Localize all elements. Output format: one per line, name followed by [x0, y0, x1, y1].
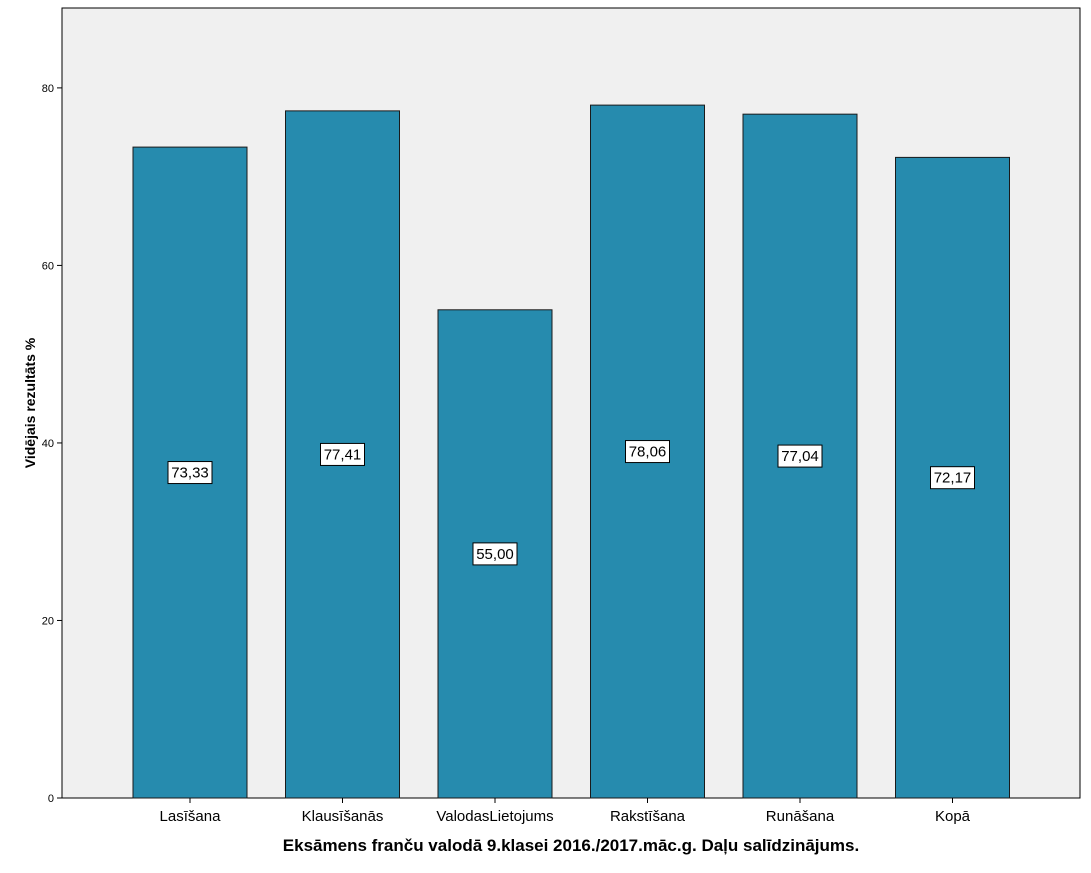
bars: 73,33 77,41 55,00 78,06 77,04 72,17	[132, 104, 1010, 799]
data-label-box-0	[167, 461, 213, 485]
x-axis: Lasīšana Klausīšanās ValodasLietojums Rakst…	[160, 798, 971, 825]
category-label-5: Kopā	[935, 808, 971, 825]
data-label-1: 77,41	[324, 446, 362, 463]
data-label-0: 73,33	[171, 465, 209, 482]
category-label-3: Rakstīšana	[610, 808, 686, 825]
category-label-4: Runāšana	[766, 808, 835, 825]
data-label-box-4	[777, 444, 823, 468]
data-label-5: 72,17	[934, 470, 972, 487]
data-label-box-3	[625, 440, 670, 464]
category-label-1: Klausīšanās	[302, 808, 384, 825]
y-tick-label-3: 60	[42, 260, 54, 272]
category-label-0: Lasīšana	[160, 808, 222, 825]
data-label-3: 78,06	[629, 444, 667, 461]
y-axis-title: Vidējais rezultāts %	[22, 337, 38, 468]
y-axis: 0 20 40 60 80	[42, 83, 62, 805]
x-axis-title: Eksāmens franču valodā 9.klasei 2016./20…	[283, 836, 859, 855]
data-label-2: 55,00	[476, 546, 514, 563]
data-label-box-1	[320, 442, 365, 466]
y-tick-label-1: 20	[42, 615, 54, 627]
y-tick-label-0: 0	[48, 793, 54, 805]
y-tick-label-2: 40	[42, 438, 54, 450]
y-tick-label-4: 80	[42, 83, 54, 95]
category-label-2: ValodasLietojums	[436, 808, 553, 825]
data-label-4: 77,04	[781, 448, 819, 465]
data-label-box-5	[930, 466, 975, 490]
data-label-box-2	[472, 542, 518, 566]
